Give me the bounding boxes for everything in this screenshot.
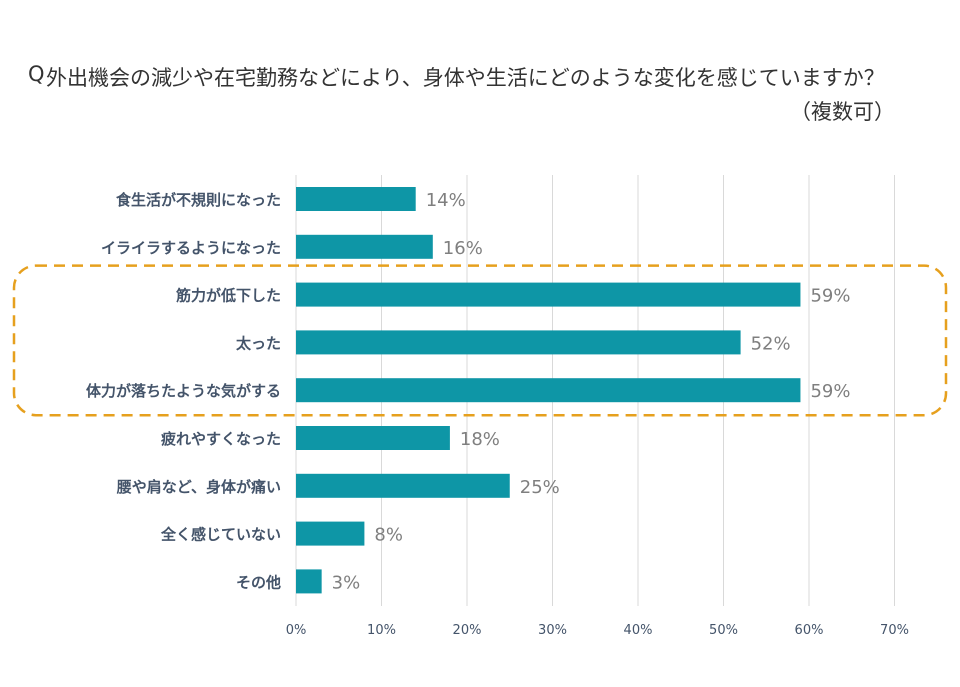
data-label: 59% <box>810 286 850 307</box>
chart-title: 外出機会の減少や在宅勤務などにより、身体や生活にどのような変化を感じていますか？ <box>46 66 885 90</box>
x-tick-label: 60% <box>795 623 824 638</box>
bar <box>296 187 416 211</box>
category-label: 腰や肩など、身体が痛い <box>116 478 281 496</box>
x-tick-label: 10% <box>367 623 396 638</box>
bar <box>296 378 801 403</box>
category-label: 筋力が低下した <box>175 287 281 305</box>
x-tick-label: 30% <box>538 623 567 638</box>
category-label: 太った <box>236 334 281 352</box>
x-tick-label: 70% <box>880 623 909 638</box>
value-labels: 14% 16% 59% 52% 59% 18% 25% 8% 3% <box>332 190 851 593</box>
x-tick-label: 50% <box>709 623 738 638</box>
bar <box>296 234 433 259</box>
category-label: 体力が落ちたような気がする <box>86 382 281 400</box>
data-label: 14% <box>426 190 466 211</box>
data-label: 16% <box>443 238 483 259</box>
bar <box>296 330 741 355</box>
category-label: イライラするようになった <box>101 239 281 257</box>
data-label: 25% <box>520 477 560 498</box>
data-label: 18% <box>460 429 500 450</box>
bar <box>296 282 801 307</box>
chart-subtitle: （複数可） <box>790 100 895 124</box>
data-label: 59% <box>810 381 850 402</box>
bar <box>296 473 510 498</box>
category-label: その他 <box>236 573 281 591</box>
data-label: 3% <box>332 572 361 593</box>
x-tick-label: 20% <box>453 623 482 638</box>
data-label: 52% <box>751 333 791 354</box>
x-tick-label: 40% <box>624 623 653 638</box>
highlight-box <box>12 264 948 417</box>
category-label: 食生活が不規則になった <box>116 191 281 209</box>
data-label: 8% <box>374 525 403 546</box>
category-labels: 食生活が不規則になったイライラするようになった筋力が低下した太った体力が落ちたよ… <box>86 191 281 591</box>
category-label: 全く感じていない <box>160 526 281 544</box>
bar <box>296 426 450 450</box>
bar <box>296 521 365 546</box>
x-tick-label: 0% <box>286 623 307 638</box>
bar <box>296 569 322 594</box>
bars <box>296 187 801 594</box>
category-label: 疲れやすくなった <box>161 430 281 448</box>
x-axis-tick-labels: 0% 10% 20% 30% 40% 50% 60% 70% <box>286 623 909 638</box>
question-marker: Q <box>28 62 45 86</box>
